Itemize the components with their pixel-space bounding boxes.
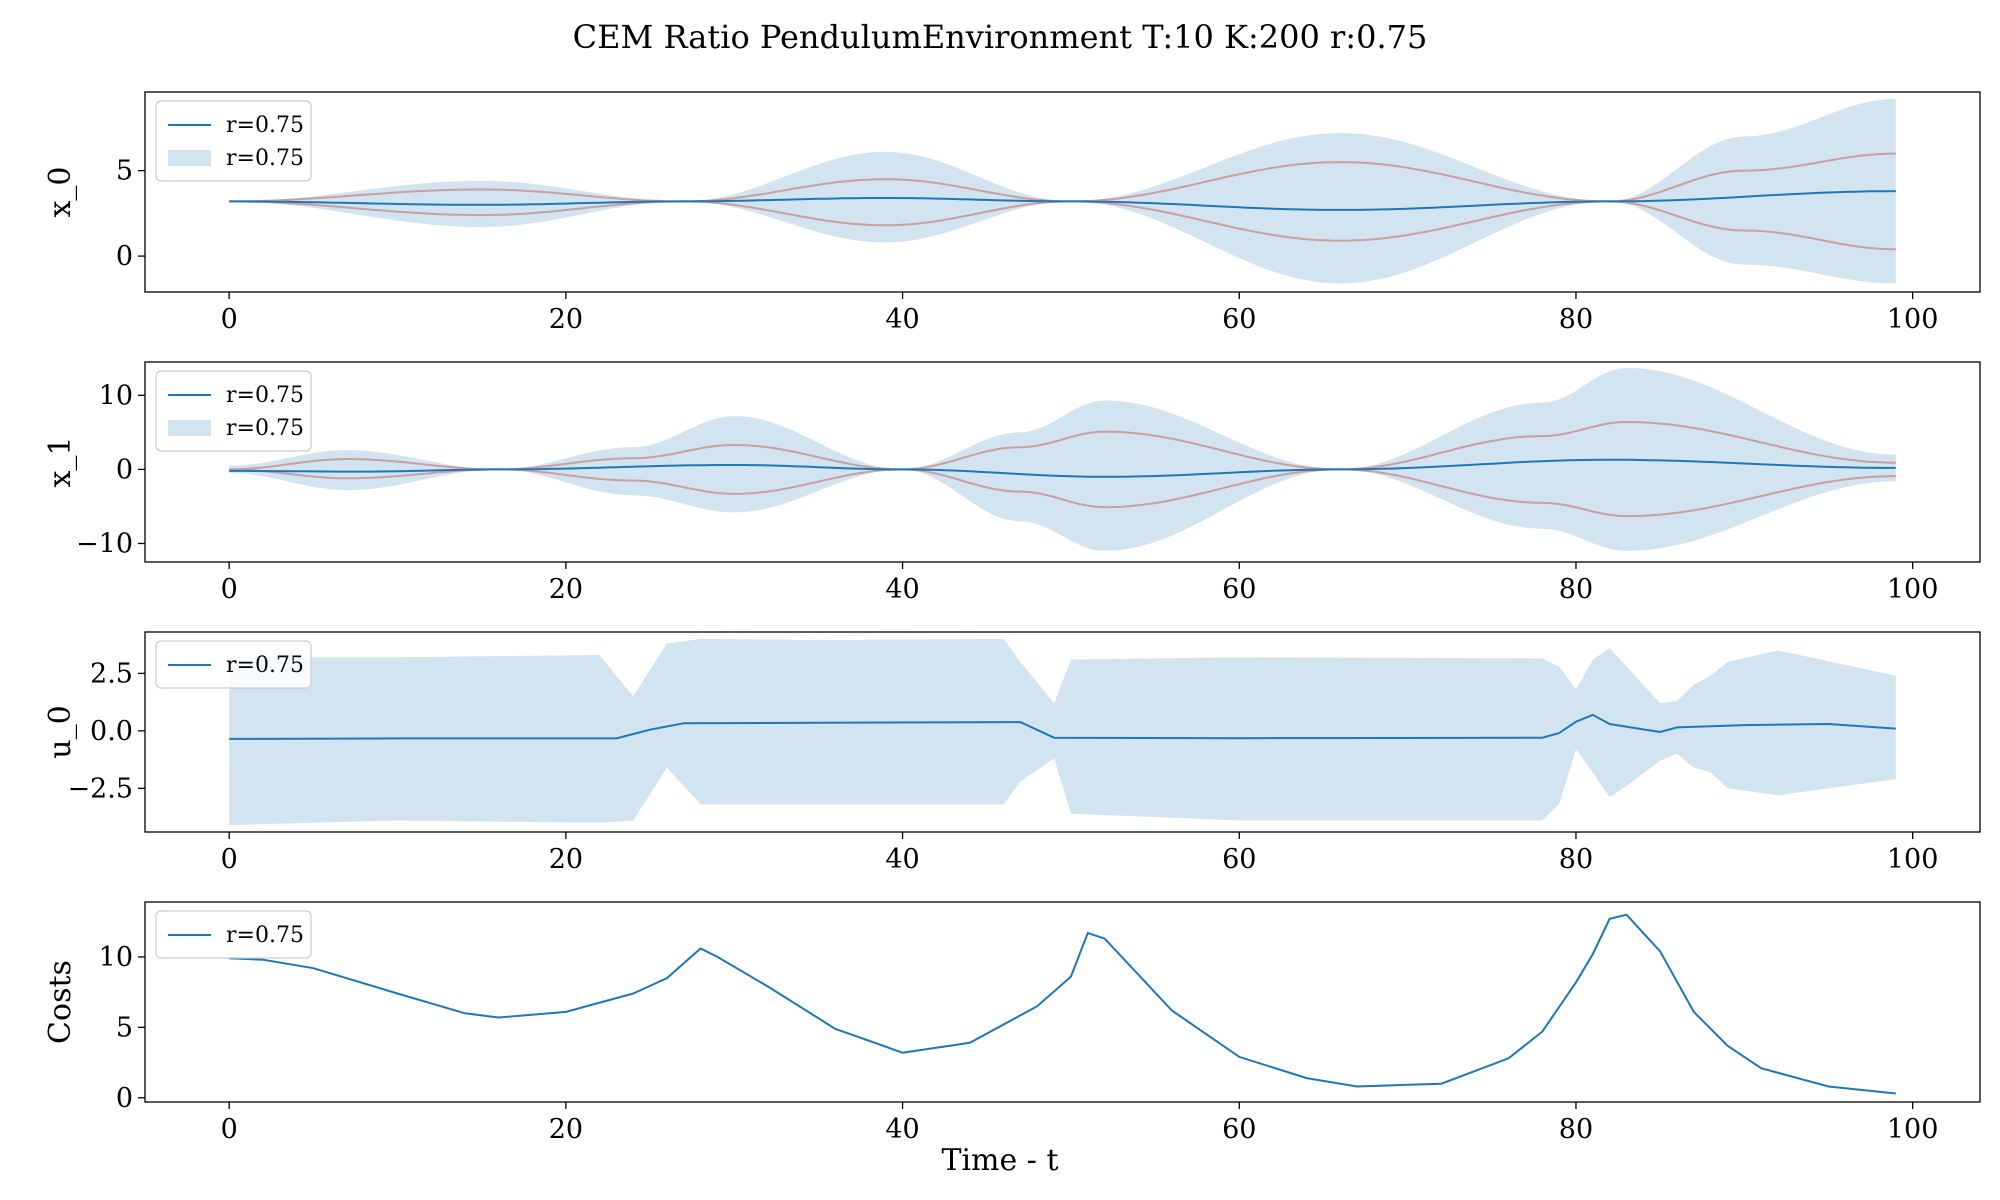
axes-frame (144, 361, 1981, 563)
legend-label: r=0.75 (226, 653, 304, 678)
subplot-3: 0 20 40 60 80 100 −2.5 0.0 2.5 u_0 r=0.75 (43, 631, 1981, 875)
y-tick-label: 0.0 (90, 716, 133, 747)
y-tick-label: 10 (99, 380, 133, 411)
std-band (229, 98, 1896, 284)
y-tick-label: 2.5 (90, 658, 133, 689)
figure-title: CEM Ratio PendulumEnvironment T:10 K:200… (573, 18, 1428, 56)
x-tick-label: 100 (1887, 574, 1939, 605)
x-tick-label: 20 (549, 574, 583, 605)
axes-frame (144, 901, 1981, 1103)
x-tick-label: 80 (1559, 844, 1593, 875)
x-tick-label: 60 (1222, 304, 1256, 335)
x-tick-label: 100 (1887, 304, 1939, 335)
legend-box (155, 100, 312, 182)
x-tick-label: 100 (1887, 1114, 1939, 1145)
y-axis-label: Costs (43, 960, 78, 1044)
x-tick-label: 0 (221, 574, 238, 605)
std-band (229, 638, 1896, 826)
x-tick-label: 80 (1559, 1114, 1593, 1145)
legend-label: r=0.75 (226, 416, 304, 441)
legend-band-swatch (168, 150, 211, 166)
legend-label: r=0.75 (226, 923, 304, 948)
x-tick-label: 80 (1559, 304, 1593, 335)
x-tick-label: 20 (549, 304, 583, 335)
x-tick-label: 60 (1222, 574, 1256, 605)
subplot-1: 0 20 40 60 80 100 0 5 x_0 r=0.75 r=0.75 (43, 91, 1981, 335)
x-tick-label: 0 (221, 1114, 238, 1145)
x-tick-label: 40 (885, 304, 919, 335)
y-tick-label: 10 (99, 942, 133, 973)
legend-label: r=0.75 (226, 146, 304, 171)
y-axis-label: u_0 (43, 705, 78, 758)
x-tick-label: 0 (221, 844, 238, 875)
x-tick-label: 40 (885, 1114, 919, 1145)
y-tick-label: 0 (116, 454, 133, 485)
legend-box (155, 370, 312, 452)
std-band (229, 367, 1896, 551)
y-tick-label: −10 (76, 528, 133, 559)
plot-area (229, 638, 1896, 826)
y-tick-label: 5 (116, 156, 133, 187)
mean-line (229, 458, 1896, 478)
y-tick-label: 0 (116, 1083, 133, 1114)
x-tick-label: 40 (885, 574, 919, 605)
mean-line (229, 713, 1896, 740)
axes-frame (144, 91, 1981, 293)
y-tick-label: −2.5 (67, 773, 133, 804)
y-tick-label: 5 (116, 1012, 133, 1043)
y-axis-label: x_1 (43, 436, 78, 487)
x-tick-label: 20 (549, 844, 583, 875)
legend-band-swatch (168, 420, 211, 436)
subplot-2: 0 20 40 60 80 100 −10 0 10 x_1 r=0.75 r=0.75 (43, 361, 1981, 605)
x-axis-label: Time - t (941, 1143, 1058, 1178)
x-tick-label: 60 (1222, 844, 1256, 875)
x-tick-label: 0 (221, 304, 238, 335)
plot-area (229, 913, 1896, 1095)
legend-label: r=0.75 (226, 113, 304, 138)
mean-line (229, 913, 1896, 1095)
legend-box (155, 910, 312, 959)
y-tick-label: 0 (116, 241, 133, 272)
plot-area (229, 367, 1896, 551)
x-tick-label: 20 (549, 1114, 583, 1145)
plot-area (229, 98, 1896, 284)
x-tick-label: 40 (885, 844, 919, 875)
mean-line (229, 190, 1896, 211)
subplot-4: 0 20 40 60 80 100 0 5 10 Costs r=0.75 (43, 901, 1981, 1145)
legend-label: r=0.75 (226, 383, 304, 408)
x-tick-label: 80 (1559, 574, 1593, 605)
legend-box (155, 640, 312, 689)
x-tick-label: 100 (1887, 844, 1939, 875)
y-axis-label: x_0 (43, 166, 78, 217)
x-tick-label: 60 (1222, 1114, 1256, 1145)
axes-frame (144, 631, 1981, 833)
